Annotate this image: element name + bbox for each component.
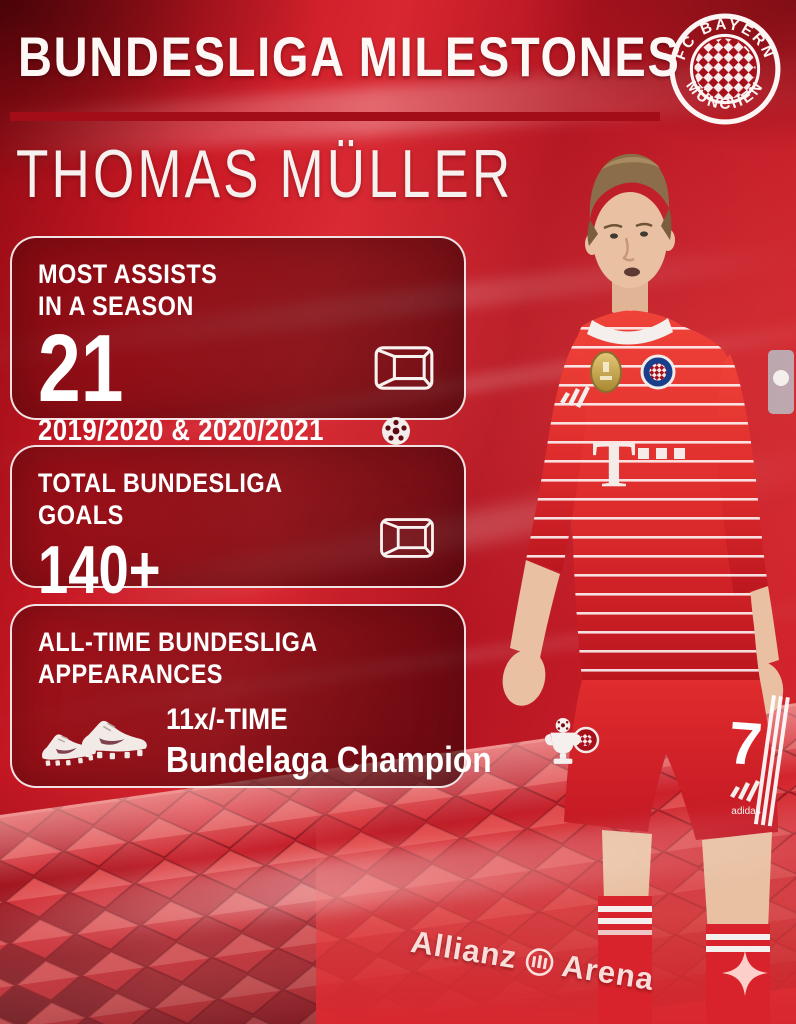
goal-icon [380, 518, 434, 558]
champion-title: Bundelaga Champion [166, 738, 492, 780]
jersey-collar [587, 318, 673, 345]
player-legs [602, 830, 772, 934]
stat-card-most-assists: MOST ASSISTS IN A SEASON 21 2019/2020 & … [10, 236, 466, 447]
fc-bayern-crest-icon: FC BAYERN MÜNCHEN [669, 13, 781, 125]
allianz-logo-icon [525, 948, 554, 976]
trophy-icon [544, 717, 582, 764]
player-name: THOMAS MÜLLER [16, 136, 514, 212]
stadium-name: Allianz Arena [408, 924, 657, 998]
page-title: BUNDESLIGA MILESTONES [18, 25, 681, 88]
player-face-features [603, 222, 653, 277]
player-face [593, 192, 667, 288]
title-divider [10, 112, 660, 121]
shorts-adidas-logo-icon: adidas [730, 780, 761, 817]
champion-times: 11x/-TIME [166, 702, 288, 736]
shirt-number: 7 [726, 709, 764, 778]
stat-card-total-goals: TOTAL BUNDESLIGA GOALS 140+ [10, 445, 466, 604]
sparkle-icon [722, 950, 768, 996]
soccer-ball-icon [382, 416, 411, 445]
stat-card-appearances: ALL-TIME BUNDESLIGA APPEARANCES [10, 604, 582, 788]
player-hair [589, 153, 670, 220]
player-photo-illustration: T 7 adidas [502, 153, 794, 1024]
player-shorts: 7 adidas [564, 680, 790, 840]
stat-value: 21 [38, 314, 124, 422]
boot-icon [41, 734, 96, 766]
svg-text:adidas: adidas [731, 806, 760, 817]
stat-label: MOST ASSISTS IN A SEASON [38, 259, 218, 322]
stat-label: ALL-TIME BUNDESLIGA APPEARANCES [38, 627, 318, 690]
boot-icon [81, 720, 147, 760]
goal-icon [374, 346, 434, 390]
stat-detail: 2019/2020 & 2020/2021 [38, 413, 324, 447]
football-boots [38, 707, 156, 777]
svg-text:T: T [592, 428, 636, 501]
adidas-logo-icon [560, 386, 590, 408]
telekom-logo-icon: T [592, 428, 685, 501]
stat-label: TOTAL BUNDESLIGA GOALS [38, 468, 283, 531]
stat-value: 140+ [38, 531, 161, 608]
